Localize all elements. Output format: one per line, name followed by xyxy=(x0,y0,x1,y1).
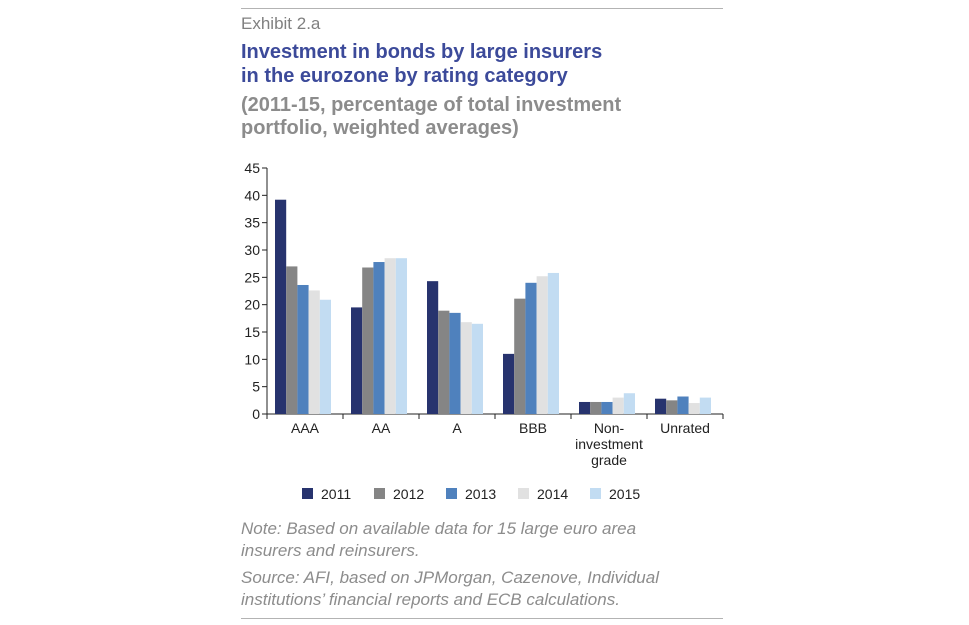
category-label-4-0: Non- xyxy=(594,420,625,436)
category-label-2-0: A xyxy=(452,420,462,436)
legend-swatch-2014 xyxy=(518,488,529,499)
legend-label-2012: 2012 xyxy=(393,486,424,502)
chart-source-line-2: institutions’ financial reports and ECB … xyxy=(241,590,620,609)
y-tick-label-40: 40 xyxy=(244,187,260,203)
chart-source: Source: AFI, based on JPMorgan, Cazenove… xyxy=(241,567,659,611)
legend-label-2011: 2011 xyxy=(321,486,351,502)
bar-2012-3 xyxy=(514,298,526,414)
chart-title-line-2: in the eurozone by rating category xyxy=(241,65,568,87)
chart-source-line-1: Source: AFI, based on JPMorgan, Cazenove… xyxy=(241,568,659,587)
y-tick-label-25: 25 xyxy=(244,269,260,285)
bar-2013-5 xyxy=(677,396,689,414)
chart-note: Note: Based on available data for 15 lar… xyxy=(241,518,636,562)
bar-2014-4 xyxy=(612,397,624,414)
bar-2013-1 xyxy=(373,262,385,414)
bar-2015-1 xyxy=(395,258,407,414)
category-label-3-0: BBB xyxy=(519,420,547,436)
chart-subtitle: (2011-15, percentage of total investment… xyxy=(241,94,621,140)
y-tick-label-20: 20 xyxy=(244,297,260,313)
bar-2011-4 xyxy=(579,401,591,414)
bar-2011-5 xyxy=(655,398,667,414)
bar-2014-5 xyxy=(688,403,700,414)
chart-note-line-1: Note: Based on available data for 15 lar… xyxy=(241,519,637,538)
bar-2011-3 xyxy=(503,353,515,414)
bar-2015-5 xyxy=(699,397,711,414)
bar-2015-2 xyxy=(471,323,483,414)
y-tick-label-30: 30 xyxy=(244,242,260,258)
y-tick-label-15: 15 xyxy=(244,324,260,340)
y-tick-label-10: 10 xyxy=(244,351,260,367)
category-label-4-1: investment xyxy=(575,436,643,452)
bar-2015-3 xyxy=(547,272,559,414)
bar-2015-4 xyxy=(623,393,635,414)
bar-2012-5 xyxy=(666,400,678,414)
bottom-rule xyxy=(241,618,723,619)
y-tick-label-45: 45 xyxy=(244,160,260,176)
bar-2014-1 xyxy=(384,258,396,414)
bar-2011-1 xyxy=(351,307,363,414)
chart-note-line-2: insurers and reinsurers. xyxy=(241,541,420,560)
bar-2013-4 xyxy=(601,401,613,414)
top-rule xyxy=(241,8,723,9)
exhibit-label: Exhibit 2.a xyxy=(241,14,321,33)
bar-2014-0 xyxy=(308,290,320,414)
category-label-1-0: AA xyxy=(372,420,391,436)
category-label-5-0: Unrated xyxy=(660,420,710,436)
y-tick-label-35: 35 xyxy=(244,215,260,231)
legend-label-2014: 2014 xyxy=(537,486,568,502)
bar-2012-1 xyxy=(362,267,374,414)
chart-subtitle-line-1: (2011-15, percentage of total investment xyxy=(241,94,622,116)
legend-swatch-2012 xyxy=(374,488,385,499)
chart-title: Investment in bonds by large insurers in… xyxy=(241,40,602,88)
bar-2011-2 xyxy=(427,281,439,414)
bar-2013-2 xyxy=(449,312,461,414)
bar-2013-0 xyxy=(297,284,309,414)
bar-2011-0 xyxy=(275,199,287,414)
bar-2014-2 xyxy=(460,322,472,414)
category-label-0-0: AAA xyxy=(291,420,320,436)
legend-label-2015: 2015 xyxy=(609,486,640,502)
legend-swatch-2011 xyxy=(302,488,313,499)
bar-2015-0 xyxy=(319,299,331,414)
legend-swatch-2013 xyxy=(446,488,457,499)
chart-subtitle-line-2: portfolio, weighted averages) xyxy=(241,117,519,139)
y-tick-label-0: 0 xyxy=(252,406,260,422)
bar-2012-4 xyxy=(590,401,602,414)
bar-2012-0 xyxy=(286,266,298,414)
chart-title-line-1: Investment in bonds by large insurers xyxy=(241,41,603,63)
bar-2014-3 xyxy=(536,276,548,414)
y-tick-label-5: 5 xyxy=(252,379,260,395)
bar-2012-2 xyxy=(438,310,450,414)
legend-swatch-2015 xyxy=(590,488,601,499)
legend-label-2013: 2013 xyxy=(465,486,496,502)
bar-2013-3 xyxy=(525,282,537,414)
category-label-4-2: grade xyxy=(591,452,627,468)
